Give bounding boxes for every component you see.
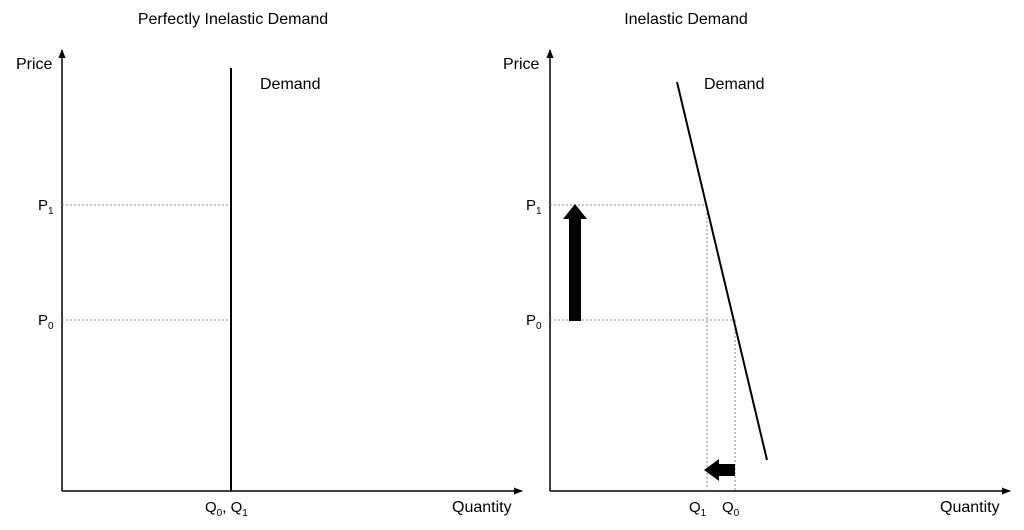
left-title: Perfectly Inelastic Demand (138, 11, 328, 28)
left-panel: Perfectly Inelastic Demand Price Quantit… (16, 11, 523, 519)
right-q0-label: Q0 (722, 499, 740, 519)
price-increase-arrow-icon (563, 204, 587, 321)
right-q1-label: Q1 (689, 499, 707, 519)
right-y-axis-label: Price (503, 56, 540, 73)
left-x-axis-label: Quantity (452, 499, 512, 516)
right-demand-curve (676, 81, 768, 461)
left-y-axis-label: Price (16, 56, 53, 73)
right-title: Inelastic Demand (624, 11, 748, 28)
right-p0-label: P0 (526, 312, 542, 332)
left-p0-label: P0 (38, 312, 54, 332)
left-p1-label: P1 (38, 197, 54, 217)
left-demand-label: Demand (260, 76, 320, 93)
left-q-label: Q0, Q1 (205, 499, 248, 519)
quantity-decrease-arrow-icon (704, 459, 735, 481)
right-x-axis-label: Quantity (940, 499, 1000, 516)
right-demand-label: Demand (704, 76, 764, 93)
right-panel: Inelastic Demand Price Quantity Demand P… (503, 11, 1011, 519)
right-p1-label: P1 (526, 197, 542, 217)
